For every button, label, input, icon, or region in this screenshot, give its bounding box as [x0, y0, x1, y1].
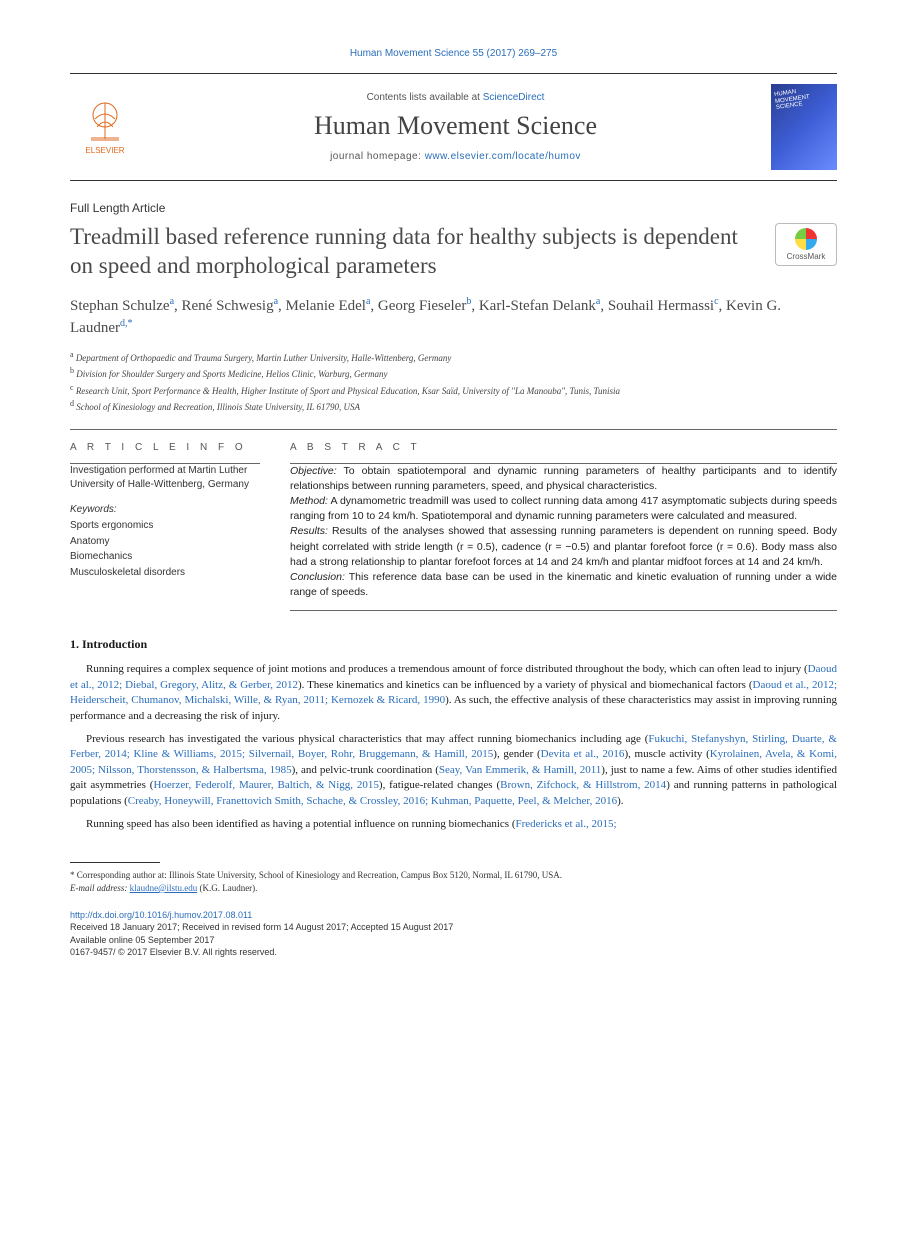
affiliations: a Department of Orthopaedic and Trauma S… — [70, 349, 837, 415]
publisher-name: ELSEVIER — [70, 147, 140, 155]
article-info-heading: A R T I C L E I N F O — [70, 442, 260, 453]
abstract-text: To obtain spatiotemporal and dynamic run… — [290, 465, 837, 492]
affiliation-item: d School of Kinesiology and Recreation, … — [70, 398, 837, 415]
crossmark-badge[interactable]: CrossMark — [775, 223, 837, 266]
keywords-list: Sports ergonomicsAnatomyBiomechanicsMusc… — [70, 519, 260, 580]
homepage-prefix: journal homepage: — [330, 151, 425, 162]
text-run: Previous research has investigated the v… — [86, 733, 648, 745]
affiliation-item: b Division for Shoulder Surgery and Spor… — [70, 365, 837, 382]
abstract-text: This reference data base can be used in … — [290, 571, 837, 598]
keyword-item: Musculoskeletal disorders — [70, 566, 260, 581]
journal-cover-thumb — [771, 84, 837, 170]
publisher-logo: ELSEVIER — [70, 99, 140, 155]
citation-link[interactable]: Brown, Zifchock, & Hillstrom, 2014 — [500, 779, 666, 791]
abstract-label: Method: — [290, 495, 328, 507]
text-run: Running speed has also been identified a… — [86, 818, 516, 830]
text-run: ). — [617, 795, 623, 807]
article-title: Treadmill based reference running data f… — [70, 223, 763, 281]
keyword-item: Biomechanics — [70, 550, 260, 565]
footnotes: * Corresponding author at: Illinois Stat… — [70, 869, 837, 894]
publication-block: http://dx.doi.org/10.1016/j.humov.2017.0… — [70, 909, 837, 959]
masthead: ELSEVIER Contents lists available at Sci… — [70, 73, 837, 181]
affiliation-item: a Department of Orthopaedic and Trauma S… — [70, 349, 837, 366]
para-1: Running requires a complex sequence of j… — [70, 662, 837, 724]
divider — [290, 610, 837, 611]
crossmark-label: CrossMark — [787, 252, 826, 261]
citation-link[interactable]: Devita et al., 2016 — [541, 748, 625, 760]
citation-link[interactable]: Hoerzer, Federolf, Maurer, Baltich, & Ni… — [153, 779, 378, 791]
citation-link[interactable]: Seay, Van Emmerik, & Hamill, 2011 — [439, 764, 601, 776]
abstract-body: Objective: To obtain spatiotemporal and … — [290, 464, 837, 601]
abstract-text: Results of the analyses showed that asse… — [290, 525, 837, 567]
para-2: Previous research has investigated the v… — [70, 732, 837, 809]
text-run: Running requires a complex sequence of j… — [86, 663, 808, 675]
abstract-label: Objective: — [290, 465, 337, 477]
divider — [70, 429, 837, 430]
tree-icon — [83, 99, 127, 143]
keyword-item: Sports ergonomics — [70, 519, 260, 534]
abstract-label: Results: — [290, 525, 328, 537]
abstract-heading: A B S T R A C T — [290, 442, 837, 453]
email-label: E-mail address: — [70, 883, 130, 893]
contents-line: Contents lists available at ScienceDirec… — [140, 92, 771, 103]
section-heading-intro: 1. Introduction — [70, 637, 837, 652]
text-run: ), gender ( — [493, 748, 540, 760]
article-type: Full Length Article — [70, 201, 837, 215]
homepage-line: journal homepage: www.elsevier.com/locat… — [140, 151, 771, 162]
footnote-divider — [70, 862, 160, 863]
citation-header: Human Movement Science 55 (2017) 269–275 — [70, 48, 837, 59]
keywords-label: Keywords: — [70, 503, 260, 518]
copyright-line: 0167-9457/ © 2017 Elsevier B.V. All righ… — [70, 946, 837, 959]
email-link[interactable]: klaudne@ilstu.edu — [130, 883, 198, 893]
email-suffix: (K.G. Laudner). — [197, 883, 257, 893]
text-run: ). These kinematics and kinetics can be … — [298, 679, 753, 691]
email-line: E-mail address: klaudne@ilstu.edu (K.G. … — [70, 882, 837, 895]
body-text: Running requires a complex sequence of j… — [70, 662, 837, 832]
institution-note: Investigation performed at Martin Luther… — [70, 464, 260, 493]
text-run: ), fatigue-related changes ( — [379, 779, 500, 791]
authors: Stephan Schulzea, René Schwesiga, Melani… — [70, 295, 837, 339]
contents-prefix: Contents lists available at — [367, 92, 483, 103]
journal-name: Human Movement Science — [140, 111, 771, 141]
citation-link[interactable]: Fredericks et al., 2015; — [516, 818, 617, 830]
corresponding-author: * Corresponding author at: Illinois Stat… — [70, 869, 837, 882]
abstract-text: A dynamometric treadmill was used to col… — [290, 495, 837, 522]
citation-link[interactable]: Creaby, Honeywill, Franettovich Smith, S… — [128, 795, 617, 807]
sciencedirect-link[interactable]: ScienceDirect — [483, 92, 545, 103]
text-run: ), muscle activity ( — [624, 748, 709, 760]
online-date: Available online 05 September 2017 — [70, 934, 837, 947]
affiliation-item: c Research Unit, Sport Performance & Hea… — [70, 382, 837, 399]
keyword-item: Anatomy — [70, 535, 260, 550]
crossmark-icon — [795, 228, 817, 250]
history-line: Received 18 January 2017; Received in re… — [70, 921, 837, 934]
text-run: ), and pelvic-trunk coordination ( — [292, 764, 439, 776]
abstract-label: Conclusion: — [290, 571, 345, 583]
doi-link[interactable]: http://dx.doi.org/10.1016/j.humov.2017.0… — [70, 910, 252, 920]
para-3: Running speed has also been identified a… — [70, 817, 837, 832]
homepage-link[interactable]: www.elsevier.com/locate/humov — [425, 151, 581, 162]
